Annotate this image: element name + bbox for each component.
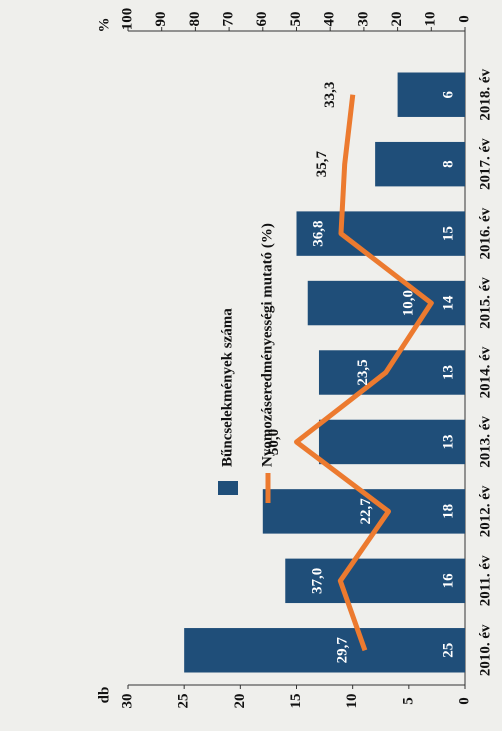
y-axis-title: db [96, 687, 112, 704]
bar-value-label: 18 [440, 504, 456, 519]
x-tick-label: 2013. év [477, 416, 493, 468]
line-value-label: 23,5 [355, 359, 371, 385]
line [294, 94, 434, 652]
y-tick-label: 5 [400, 697, 416, 705]
x-tick-label: 2010. év [477, 624, 493, 676]
bar-value-label: 25 [440, 643, 456, 658]
y-tick-label: 15 [288, 694, 304, 709]
line-value-label: 29,7 [334, 637, 350, 664]
y2-tick-label: 70 [221, 12, 237, 27]
bar [184, 628, 466, 673]
y2-tick-label: 80 [187, 12, 203, 27]
y2-tick-label: 0 [456, 15, 472, 23]
y2-tick-label: 100 [119, 8, 135, 31]
y2-tick-label: 30 [355, 12, 371, 27]
bar [318, 419, 466, 465]
bar-value-label: 14 [440, 295, 456, 311]
y2-tick-label: 50 [288, 12, 304, 27]
y-tick-label: 0 [456, 697, 472, 705]
x-tick-label: 2014. év [477, 346, 493, 398]
legend-label: Nyomozáseredményességi mutató (%) [259, 223, 275, 467]
y2-axis-title: % [96, 18, 112, 33]
line-value-label: 33,3 [322, 82, 338, 108]
bar-value-label: 16 [440, 573, 456, 589]
bar-value-label: 13 [440, 365, 456, 380]
y2-tick-label: 60 [254, 12, 270, 27]
y-tick-label: 25 [176, 694, 192, 709]
line-value-label: 36,8 [310, 220, 326, 246]
line-value-label: 37,0 [310, 568, 326, 594]
bar-value-label: 13 [440, 434, 456, 449]
x-tick-label: 2016. év [477, 207, 493, 259]
bar [397, 72, 466, 117]
line-value-label: 50,0 [266, 429, 282, 455]
bar [285, 558, 465, 604]
bar-value-label: 6 [440, 90, 456, 98]
y-tick-label: 20 [232, 694, 248, 709]
bar [375, 141, 465, 187]
y-tick-label: 30 [119, 694, 135, 709]
bar-value-label: 15 [440, 226, 456, 241]
bar-value-label: 8 [440, 160, 456, 168]
x-tick-label: 2018. év [477, 68, 493, 120]
legend-swatch [218, 481, 238, 495]
bar [262, 489, 465, 534]
bar [296, 211, 465, 256]
line-value-label: 22,7 [358, 498, 374, 525]
y2-tick-label: 20 [389, 12, 405, 27]
x-tick-label: 2017. év [477, 138, 493, 190]
y2-tick-label: 90 [153, 12, 169, 27]
y-tick-label: 10 [344, 694, 360, 709]
line-value-label: 35,7 [314, 151, 330, 178]
bar [318, 350, 466, 395]
x-tick-label: 2012. év [477, 485, 493, 537]
y2-tick-label: 10 [423, 12, 439, 27]
x-tick-label: 2015. év [477, 277, 493, 329]
line-value-label: 10,0 [401, 290, 417, 316]
y2-tick-label: 40 [322, 12, 338, 27]
x-tick-label: 2011. év [477, 555, 493, 606]
legend-label: Bűncselekmények száma [219, 308, 235, 467]
